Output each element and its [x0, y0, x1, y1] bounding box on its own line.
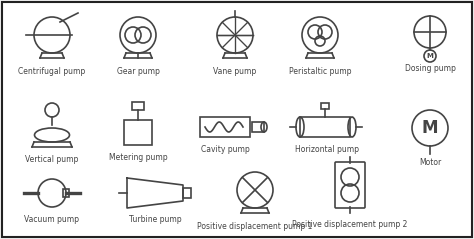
Text: Gear pump: Gear pump: [117, 67, 159, 76]
Bar: [252, 122, 264, 132]
Text: Positive displacement pump 1: Positive displacement pump 1: [197, 222, 313, 231]
Bar: [200, 117, 250, 137]
Text: Peristaltic pump: Peristaltic pump: [289, 67, 351, 76]
Text: Vacuum pump: Vacuum pump: [25, 215, 80, 224]
Text: Vertical pump: Vertical pump: [25, 155, 79, 164]
Bar: [183, 188, 191, 198]
Bar: [124, 120, 152, 145]
Text: M: M: [422, 119, 438, 137]
Text: Turbine pump: Turbine pump: [128, 215, 182, 224]
Text: M: M: [427, 53, 433, 59]
Bar: [132, 102, 144, 110]
Text: Centrifugal pump: Centrifugal pump: [18, 67, 86, 76]
Text: Motor: Motor: [419, 158, 441, 167]
Text: Dosing pump: Dosing pump: [405, 64, 456, 73]
Text: Cavity pump: Cavity pump: [201, 145, 249, 154]
Bar: [321, 103, 329, 109]
Text: Positive displacement pump 2: Positive displacement pump 2: [292, 220, 408, 229]
Text: Horizontal pump: Horizontal pump: [295, 145, 359, 154]
Bar: [300, 117, 350, 137]
Text: Vane pump: Vane pump: [213, 67, 256, 76]
Text: Metering pump: Metering pump: [109, 153, 167, 162]
Bar: [63, 189, 69, 197]
